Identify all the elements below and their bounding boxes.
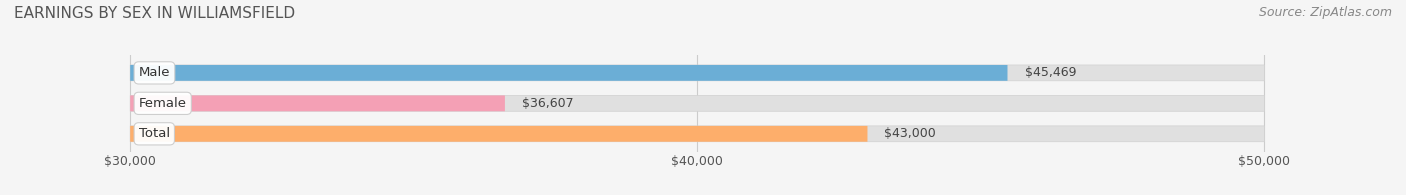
Text: $43,000: $43,000 <box>884 127 936 140</box>
Text: Total: Total <box>139 127 170 140</box>
FancyBboxPatch shape <box>131 126 1264 142</box>
Text: Male: Male <box>139 66 170 79</box>
FancyBboxPatch shape <box>131 126 868 142</box>
Text: Female: Female <box>139 97 187 110</box>
FancyBboxPatch shape <box>131 95 1264 111</box>
FancyBboxPatch shape <box>131 65 1264 81</box>
Text: $36,607: $36,607 <box>522 97 574 110</box>
Text: EARNINGS BY SEX IN WILLIAMSFIELD: EARNINGS BY SEX IN WILLIAMSFIELD <box>14 6 295 21</box>
FancyBboxPatch shape <box>131 65 1008 81</box>
Text: Source: ZipAtlas.com: Source: ZipAtlas.com <box>1258 6 1392 19</box>
Text: $45,469: $45,469 <box>1025 66 1076 79</box>
FancyBboxPatch shape <box>131 95 505 111</box>
